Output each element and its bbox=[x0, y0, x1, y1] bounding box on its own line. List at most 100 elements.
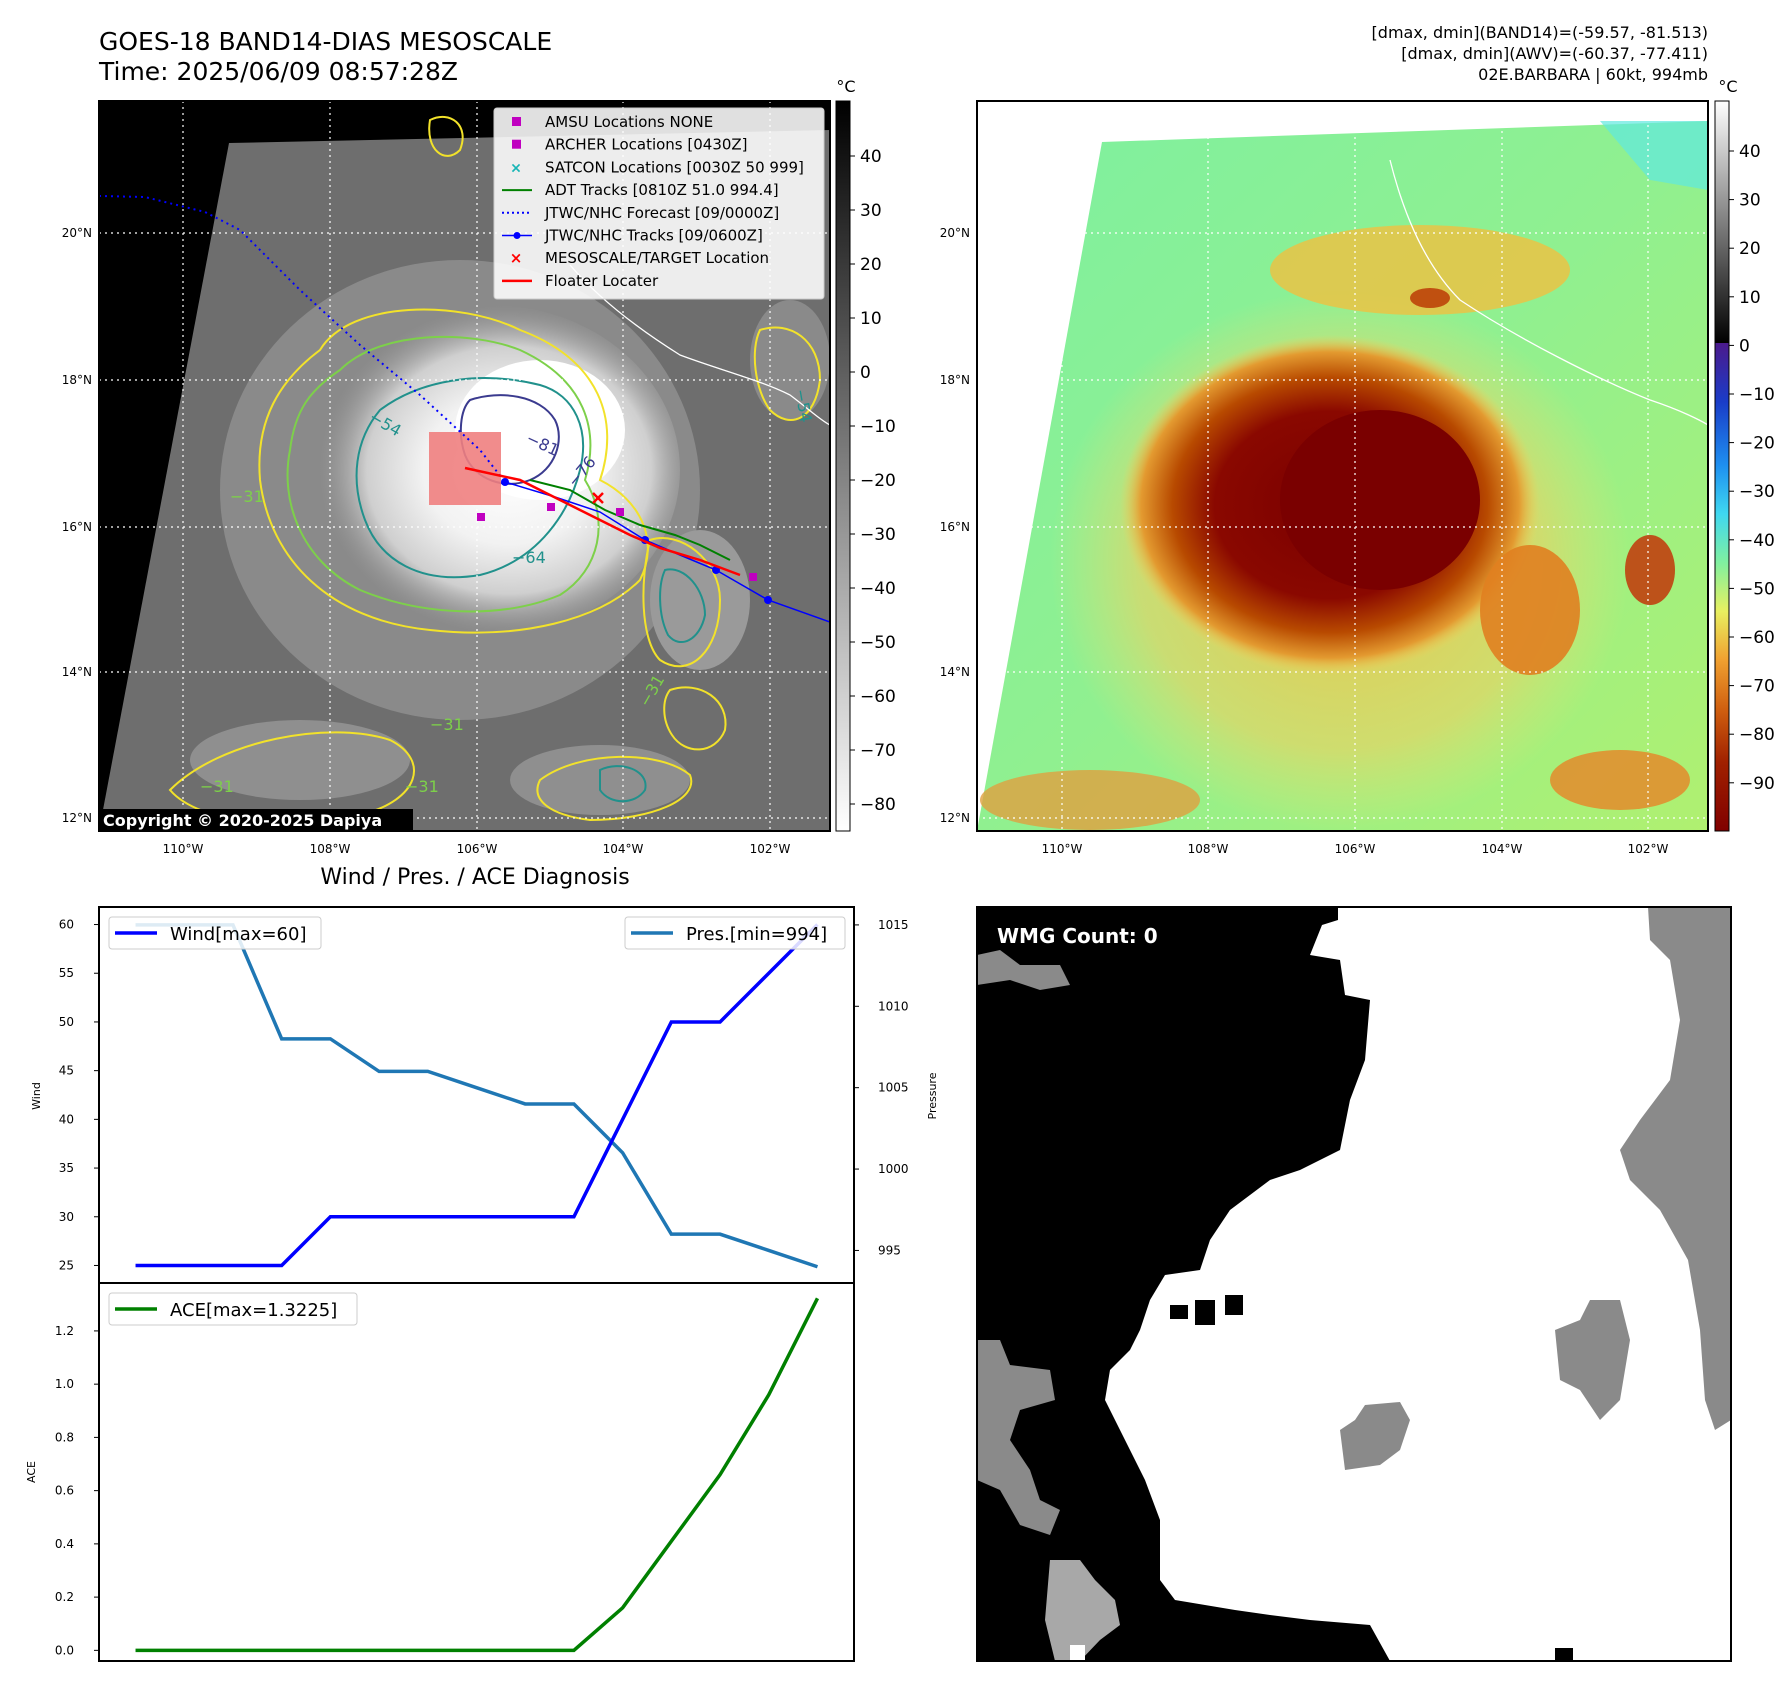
jtwc-forecast-track bbox=[99, 195, 506, 483]
legend-marker: × bbox=[510, 160, 522, 176]
lat-tick-label: 12°N bbox=[940, 811, 970, 825]
contour-label: −31 bbox=[430, 715, 464, 734]
awv-colorbar-tick-label: 30 bbox=[1739, 191, 1761, 211]
awv-colorbar-tick-label: −80 bbox=[1739, 725, 1775, 745]
ace-ytick-label: 0.8 bbox=[55, 1430, 74, 1444]
pressure-ytick-label: 995 bbox=[878, 1243, 901, 1257]
ir-colorbar-tick-label: −70 bbox=[860, 741, 896, 761]
ir-colorbar: °C 40 30 20 10 0 −10 −20 −30 −40 −50 −60 −70 −80 bbox=[835, 77, 896, 832]
pressure-ytick-label: 1015 bbox=[878, 918, 909, 932]
wind-series-line bbox=[135, 923, 819, 1268]
lon-tick-label: 108°W bbox=[310, 842, 351, 856]
wind-ytick-label: 40 bbox=[59, 1112, 74, 1126]
lat-tick-label: 14°N bbox=[940, 665, 970, 679]
lat-tick-label: 16°N bbox=[62, 520, 92, 534]
legend-label: MESOSCALE/TARGET Location bbox=[545, 249, 769, 267]
legend-label: ADT Tracks [0810Z 51.0 994.4] bbox=[545, 181, 779, 199]
copyright: Copyright © 2020-2025 Dapiya bbox=[103, 811, 382, 830]
ir-colorbar-tick-label: 30 bbox=[860, 201, 882, 221]
wmg-gray-sw bbox=[1045, 1560, 1120, 1661]
lat-tick-label: 16°N bbox=[940, 520, 970, 534]
awv-coastline bbox=[1389, 159, 1708, 426]
pressure-series-line bbox=[135, 923, 819, 1269]
legend-label: AMSU Locations NONE bbox=[545, 113, 713, 131]
pressure-ytick-label: 1005 bbox=[878, 1081, 909, 1095]
lon-tick-label: 104°W bbox=[1482, 842, 1523, 856]
ace-legend-label: ACE[max=1.3225] bbox=[170, 1300, 337, 1321]
ir-colorbar-tick-label: −40 bbox=[860, 579, 896, 599]
lon-tick-label: 110°W bbox=[1042, 842, 1083, 856]
legend-label: JTWC/NHC Forecast [09/0000Z] bbox=[544, 204, 779, 222]
ir-colorbar-tick-label: −30 bbox=[860, 525, 896, 545]
ace-axis-label: ACE bbox=[25, 1461, 38, 1483]
legend-label: ARCHER Locations [0430Z] bbox=[545, 136, 748, 154]
legend-label: SATCON Locations [0030Z 50 999] bbox=[545, 158, 804, 176]
contour-yellow-n bbox=[428, 115, 464, 157]
wind-ytick-label: 30 bbox=[59, 1210, 74, 1224]
awv-map-panel bbox=[977, 101, 1708, 831]
pressure-axis-label: Pressure bbox=[926, 1072, 939, 1119]
diagnosis-title: Wind / Pres. / ACE Diagnosis bbox=[320, 865, 629, 890]
chart-frame bbox=[98, 906, 855, 1284]
contour-yellow-rainband bbox=[642, 537, 722, 668]
coastline bbox=[569, 264, 830, 426]
lon-tick-label: 102°W bbox=[750, 842, 791, 856]
wmg-count: WMG Count: 0 bbox=[997, 924, 1158, 948]
awv-colorbar-tick-label: 10 bbox=[1739, 288, 1761, 308]
wmg-gray-center bbox=[1340, 1402, 1410, 1470]
ir-colorbar-tick-label: 0 bbox=[860, 363, 871, 383]
awv-colorbar-tick-label: −30 bbox=[1739, 482, 1775, 502]
wind-axis-label: Wind bbox=[30, 1082, 43, 1110]
ir-colorbar-tick-label: −50 bbox=[860, 633, 896, 653]
awv-colorbar-tick-label: 20 bbox=[1739, 239, 1761, 259]
wind-ytick-label: 60 bbox=[59, 918, 74, 932]
legend-marker-dot bbox=[513, 232, 521, 239]
wind-ytick-label: 35 bbox=[59, 1161, 74, 1175]
contour-teal-main bbox=[355, 377, 585, 579]
mesoscale-target bbox=[592, 492, 604, 504]
awv-colorbar-unit: °C bbox=[1718, 77, 1737, 96]
wind-ytick-label: 25 bbox=[59, 1258, 74, 1272]
legend-label: JTWC/NHC Tracks [09/0600Z] bbox=[544, 227, 763, 245]
ace-chart: 0.0 0.2 0.4 0.6 0.8 1.0 1.2 ACE[max=1.3225] bbox=[55, 1282, 855, 1662]
lat-tick-label: 20°N bbox=[62, 226, 92, 240]
wind-ytick-label: 50 bbox=[59, 1015, 74, 1029]
contour-teal-rainband bbox=[659, 568, 707, 644]
contour-label: −31 bbox=[230, 487, 264, 506]
awv-colorbar-tick-label: 0 bbox=[1739, 336, 1750, 356]
wmg-gray-ne bbox=[1620, 907, 1731, 1430]
track-legend: AMSU Locations NONE ARCHER Locations [043… bbox=[493, 107, 825, 300]
ir-colorbar-tick-label: −10 bbox=[860, 417, 896, 437]
ir-colorbar-unit: °C bbox=[836, 77, 855, 96]
legend-marker bbox=[512, 139, 521, 149]
legend-marker bbox=[512, 117, 521, 126]
lat-tick-label: 12°N bbox=[62, 811, 92, 825]
pressure-ytick-label: 1010 bbox=[878, 999, 909, 1013]
pressure-ytick-label: 1000 bbox=[878, 1162, 909, 1176]
floater-locater-track bbox=[464, 466, 741, 577]
awv-colorbar-tick-label: −50 bbox=[1739, 579, 1775, 599]
legend-label: Floater Locater bbox=[545, 272, 659, 290]
awv-colorbar-tick-label: −10 bbox=[1739, 385, 1775, 405]
ir-colorbar-tick-label: −20 bbox=[860, 471, 896, 491]
wmg-gray-nw bbox=[977, 950, 1070, 990]
awv-colorbar-tick-label: −90 bbox=[1739, 774, 1775, 794]
dmax-band14: [dmax, dmin](BAND14)=(-59.57, -81.513) bbox=[1372, 23, 1708, 42]
ace-ytick-label: 0.4 bbox=[55, 1537, 74, 1551]
contour-green-main bbox=[286, 335, 600, 613]
ir-colorbar-tick-label: 10 bbox=[860, 309, 882, 329]
pressure-legend-box bbox=[624, 916, 846, 950]
awv-colorbar-tick-label: −40 bbox=[1739, 531, 1775, 551]
adt-track bbox=[529, 479, 731, 561]
archer-locations bbox=[477, 503, 757, 581]
contour-label: −31 bbox=[200, 777, 234, 796]
lat-tick-label: 18°N bbox=[62, 373, 92, 387]
legend-marker: × bbox=[510, 249, 523, 267]
awv-colorbar-tick-label: −20 bbox=[1739, 434, 1775, 454]
wind-legend-box bbox=[108, 916, 322, 950]
chart-frame bbox=[98, 1282, 855, 1662]
ir-colorbar-tick-label: −80 bbox=[860, 795, 896, 815]
wmg-black-region bbox=[977, 907, 1390, 1661]
contour-label: −64 bbox=[512, 548, 546, 567]
